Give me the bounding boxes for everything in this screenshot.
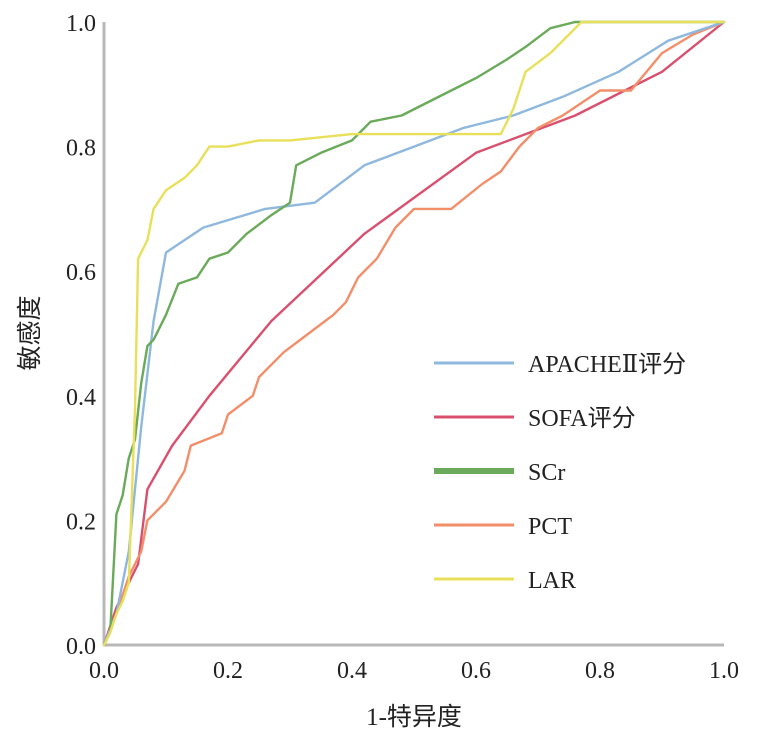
- series-line-4: [102, 20, 726, 647]
- y-tick-label: 0.0: [66, 634, 96, 660]
- x-tick-label: 0.2: [213, 658, 243, 684]
- series-line-2: [102, 20, 726, 647]
- x-tick-label: 1.0: [709, 658, 739, 684]
- legend-label: LAR: [528, 568, 576, 594]
- y-tick-label: 1.0: [66, 11, 96, 37]
- y-tick-label: 0.4: [66, 385, 96, 411]
- y-tick-label: 0.2: [66, 509, 96, 535]
- x-tick-label: 0.4: [337, 658, 367, 684]
- y-tick-label: 0.8: [66, 136, 96, 162]
- x-tick-label: 0.0: [89, 658, 119, 684]
- legend-label: PCT: [528, 514, 572, 540]
- x-tick-label: 0.6: [461, 658, 491, 684]
- y-axis-title: 敏感度: [16, 295, 44, 370]
- series-line-0: [102, 20, 726, 647]
- axes: [102, 22, 724, 647]
- series-line-3: [102, 20, 726, 647]
- legend-label: SCr: [528, 460, 565, 486]
- x-tick-label: 0.8: [585, 658, 615, 684]
- legend: APACHEⅡ评分 SOFA评分 SCr PCT LAR: [434, 351, 686, 594]
- series-lines: [102, 20, 726, 647]
- legend-label: APACHEⅡ评分: [528, 351, 686, 378]
- legend-label: SOFA评分: [528, 405, 636, 432]
- y-tick-label: 0.6: [66, 260, 96, 286]
- series-line-1: [102, 20, 726, 647]
- tick-labels: 0.0 0.2 0.4 0.6 0.8 1.0 0.0 0.2 0.4 0.6 0.8 1.0: [66, 11, 739, 684]
- x-axis-title: 1-特异度: [366, 703, 462, 731]
